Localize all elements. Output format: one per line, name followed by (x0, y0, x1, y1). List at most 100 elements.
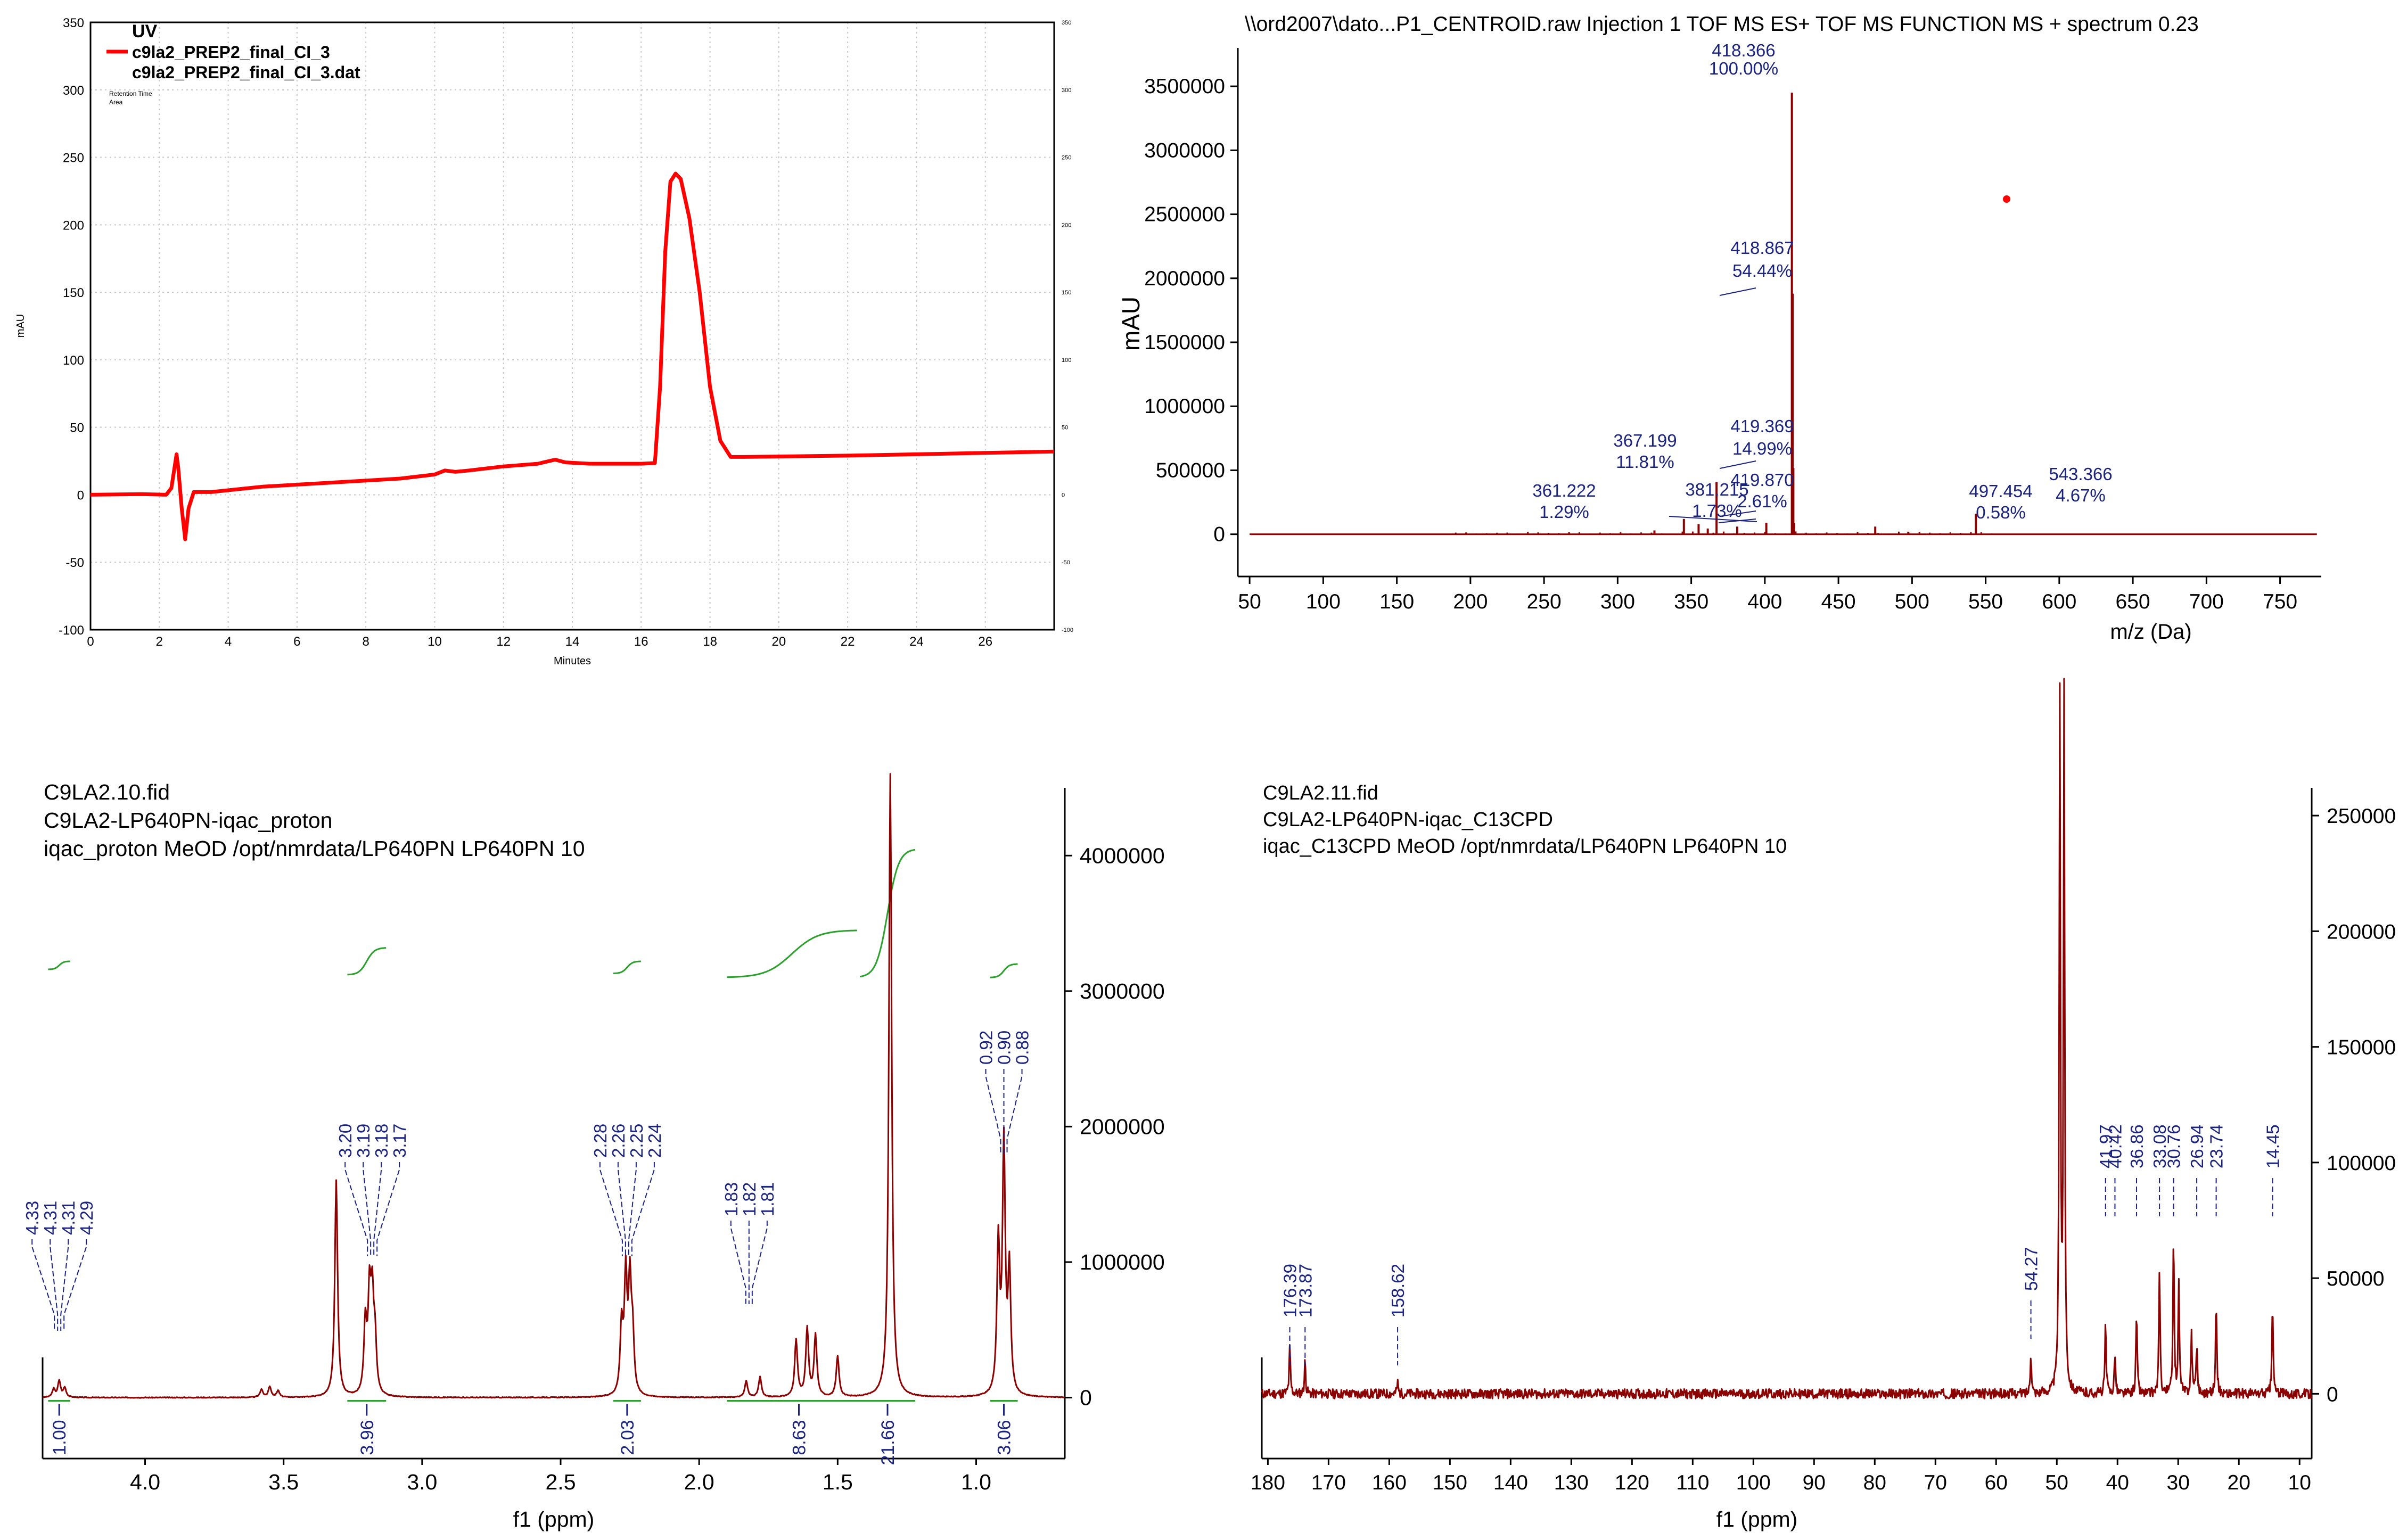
c-nmr-peak-label: 30.76 (2164, 1124, 2184, 1168)
c-nmr-x-tick-label: 70 (1924, 1471, 1947, 1494)
ms-y-tick-label: 2500000 (1144, 203, 1225, 226)
c-nmr-peak-label: 173.87 (1295, 1264, 1315, 1317)
hplc-legend-file: c9la2_PREP2_final_CI_3.dat (132, 63, 360, 82)
h-nmr-y-tick-label: 4000000 (1080, 843, 1165, 868)
hplc-y2-tick-label: 100 (1062, 357, 1071, 364)
c-nmr-peak-label: 33.08 (2150, 1124, 2170, 1168)
h-nmr-peak-label: 4.31 (59, 1201, 78, 1235)
c-nmr-x-tick-label: 140 (1493, 1471, 1528, 1494)
ms-peak-mz-label: 418.366 (1712, 40, 1775, 60)
ms-peak-mz-label: 419.369 (1730, 416, 1794, 436)
h-nmr-x-tick-label: 4.0 (130, 1470, 160, 1494)
c-nmr-x-tick-label: 80 (1863, 1471, 1886, 1494)
ms-peak-mz-label: 543.366 (2049, 464, 2112, 484)
ms-x-tick-label: 500 (1895, 590, 1929, 613)
h-nmr-x-tick-label: 3.0 (407, 1470, 437, 1494)
h-nmr-x-tick-label: 2.0 (684, 1470, 714, 1494)
ms-y-tick-label: 1500000 (1144, 331, 1225, 354)
hplc-x-tick-label: 2 (156, 635, 163, 649)
h-nmr-peak-leader (631, 1162, 655, 1256)
c-nmr-header-file: C9LA2.11.fid (1263, 782, 1378, 804)
hplc-y-tick-label: -50 (65, 556, 84, 570)
h-nmr-peak-leader (751, 1221, 768, 1304)
c-nmr-x-tick-label: 130 (1554, 1471, 1589, 1494)
hplc-x-tick-label: 4 (225, 635, 232, 649)
hplc-y-tick-label: 200 (63, 218, 84, 233)
h-nmr-peak-label: 3.18 (372, 1124, 391, 1158)
ms-x-tick-label: 300 (1600, 590, 1635, 613)
hplc-x-tick-label: 10 (428, 635, 442, 649)
c-nmr-x-tick-label: 180 (1251, 1471, 1285, 1494)
hplc-x-tick-label: 26 (978, 635, 992, 649)
h-nmr-peak-leader (63, 1239, 87, 1331)
ms-y-tick-label: 500000 (1156, 459, 1225, 482)
h-nmr-integral-curve (859, 849, 916, 978)
c-nmr-x-tick-label: 30 (2167, 1471, 2190, 1494)
c-nmr-y-tick-label: 150000 (2327, 1036, 2396, 1059)
h-nmr-integral-curve (347, 947, 387, 976)
ms-label-leader (1719, 460, 1756, 469)
c-nmr-y-tick-label: 200000 (2327, 920, 2396, 943)
ms-xlabel: m/z (Da) (2110, 620, 2191, 644)
hplc-chart: 0 2 4 6 8 10 12 14 16 18 20 22 24 26-100 -100-50 -500 05… (15, 16, 1073, 667)
h-nmr-peak-label: 1.82 (740, 1182, 759, 1216)
ms-y-tick-label: 3000000 (1144, 139, 1225, 162)
ms-x-tick-label: 50 (1238, 590, 1261, 613)
hplc-x-tick-label: 8 (362, 635, 369, 649)
c-nmr-y-tick-label: 50000 (2327, 1267, 2384, 1290)
h-nmr-xlabel: f1 (ppm) (513, 1507, 595, 1531)
hplc-y-tick-label: 100 (63, 353, 84, 368)
ms-peak-pct-label: 100.00% (1709, 59, 1778, 78)
h-nmr-integral-value: 2.03 (618, 1420, 638, 1455)
h-nmr-x-tick-label: 3.5 (268, 1470, 299, 1494)
h-nmr-peak-leader (376, 1162, 400, 1256)
hplc-grid (90, 22, 1054, 630)
ms-peak-mz-label: 418.867 (1730, 238, 1794, 258)
ms-peak-pct-label: 11.81% (1616, 452, 1674, 472)
ms-peak-pct-label: 1.73% (1692, 501, 1742, 521)
h-nmr-integral-value: 3.96 (357, 1420, 377, 1455)
h-nmr-peak-label: 4.33 (22, 1201, 42, 1235)
hplc-x-tick-label: 12 (496, 635, 511, 649)
c-nmr-peak-label: 36.86 (2127, 1124, 2147, 1168)
c-nmr-xlabel: f1 (ppm) (1716, 1507, 1798, 1531)
ms-peak-mz-label: 419.870 (1730, 470, 1794, 490)
c-nmr-x-tick-label: 150 (1433, 1471, 1467, 1494)
c-nmr-peak-label: 41.97 (2096, 1124, 2116, 1168)
hplc-x-tick-label: 20 (772, 635, 786, 649)
ms-x-tick-label: 100 (1306, 590, 1341, 613)
h-nmr-y-tick-label: 2000000 (1080, 1114, 1165, 1139)
hplc-x-tick-label: 24 (909, 635, 924, 649)
ms-x-tick-label: 600 (2042, 590, 2076, 613)
h-nmr-integral-value: 3.06 (995, 1420, 1015, 1455)
ms-x-tick-label: 650 (2116, 590, 2150, 613)
hplc-x-tick-label: 14 (565, 635, 580, 649)
ms-y-tick-label: 0 (1213, 523, 1225, 546)
h-nmr-peak-leader (373, 1162, 382, 1256)
hplc-y2-tick-label: 250 (1062, 155, 1071, 161)
hplc-plot-frame (89, 21, 1055, 631)
hplc-ylabel: mAU (15, 314, 27, 337)
hplc-title: UV (132, 21, 158, 42)
h-nmr-chart: C9LA2.10.fid C9LA2-LP640PN-iqac_proton i… (22, 773, 1165, 1531)
h-nmr-integral-curve (613, 960, 641, 975)
c-nmr-x-tick-label: 110 (1676, 1471, 1709, 1494)
hplc-y-tick-label: 0 (77, 488, 84, 503)
c-nmr-x-tick-label: 100 (1736, 1471, 1771, 1494)
ms-peak-mz-label: 381.215 (1685, 480, 1748, 499)
h-nmr-y-tick-label: 0 (1080, 1385, 1092, 1410)
hplc-y-tick-label: 250 (63, 151, 84, 166)
h-nmr-peak-leader (730, 1221, 746, 1304)
c-nmr-x-tick-label: 160 (1372, 1471, 1407, 1494)
ms-y-tick-label: 1000000 (1144, 395, 1225, 418)
c-nmr-x-tick-label: 170 (1311, 1471, 1346, 1494)
h-nmr-peak-label: 3.19 (354, 1124, 373, 1158)
c-nmr-peak-label: 40.42 (2105, 1124, 2125, 1168)
h-nmr-x-tick-label: 1.0 (961, 1470, 991, 1494)
h-nmr-peak-leader (60, 1239, 69, 1331)
h-nmr-peak-label: 0.90 (995, 1031, 1014, 1065)
h-nmr-peak-leader (599, 1162, 623, 1256)
ms-chart: \\ord2007\dato...P1_CENTROID.raw Injecti… (1117, 13, 2321, 644)
h-nmr-peak-leader (31, 1239, 55, 1331)
h-nmr-peak-label: 1.81 (758, 1182, 777, 1216)
